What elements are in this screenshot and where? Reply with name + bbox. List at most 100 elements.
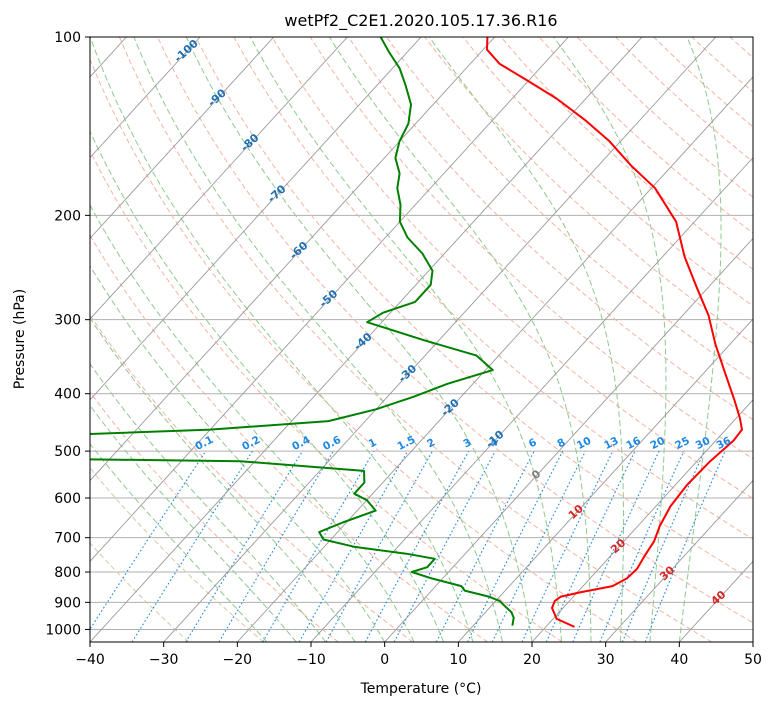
mixing-ratio-line xyxy=(185,450,304,642)
mixing-ratio-line xyxy=(218,450,334,642)
y-tick-label: 1000 xyxy=(45,622,81,638)
isotherm-line xyxy=(310,156,753,642)
mixing-ratio-label: 10 xyxy=(575,435,593,452)
x-tick-label: −20 xyxy=(223,652,253,668)
isotherm-label: 0 xyxy=(529,467,544,482)
y-tick-label: 800 xyxy=(54,565,81,581)
dry-adiabat-line xyxy=(576,37,753,198)
mixing-ratio-line xyxy=(621,450,705,642)
isotherms xyxy=(90,37,753,642)
mixing-ratio-label: 0.4 xyxy=(290,434,312,453)
x-tick-label: 50 xyxy=(744,652,762,668)
dry-adiabat-line xyxy=(90,313,414,642)
moist-adiabat-line xyxy=(90,204,415,642)
dry-adiabat-line xyxy=(90,391,339,642)
isotherm-line xyxy=(90,37,275,240)
mixing-ratio-label: 6 xyxy=(527,436,539,450)
dewpoint-profile-line xyxy=(90,37,515,626)
chart-title: wetPf2_C2E1.2020.105.17.36.R16 xyxy=(284,11,557,31)
dry-adiabat-line xyxy=(90,58,638,642)
mixing-ratio-label: 0.6 xyxy=(321,434,343,453)
mixing-ratio-label: 36 xyxy=(715,435,733,452)
isotherm-line xyxy=(384,237,753,642)
mixing-ratio-label: 2 xyxy=(425,436,437,450)
moist-adiabat-line xyxy=(249,37,562,642)
mixing-ratio-line xyxy=(644,450,726,642)
mixing-ratio-label: 25 xyxy=(673,435,691,452)
mixing-ratio-line xyxy=(325,450,433,642)
isotherm-line xyxy=(90,37,569,562)
y-tick-label: 200 xyxy=(54,208,81,224)
isotherm-line xyxy=(90,37,422,401)
mixing-ratio-label: 1 xyxy=(367,436,379,450)
dry-adiabat-line xyxy=(118,37,712,642)
plot-area: 0.1 0.2 0.4 0.6 1 1.5 2 3 4 6 8 10 13 16 20 25 30 36-100-… xyxy=(90,37,753,642)
isotherm-line xyxy=(752,641,753,642)
x-tick-label: 30 xyxy=(597,652,615,668)
moist-adiabat-line xyxy=(553,37,667,642)
moist-adiabat-line xyxy=(328,37,592,642)
moist-adiabat-line xyxy=(90,404,297,642)
mixing-ratio-line xyxy=(435,450,535,642)
moist-adiabat-line xyxy=(90,264,386,642)
y-tick-label: 300 xyxy=(54,313,81,329)
x-tick-label: −10 xyxy=(296,652,326,668)
dry-adiabat-line xyxy=(90,542,190,642)
x-axis-ticks: −40 −30 −20 −10 0 10 20 30 40 50 xyxy=(75,642,762,668)
mixing-ratio-label: 13 xyxy=(602,435,620,452)
dry-adiabat-line xyxy=(157,37,753,624)
dry-adiabat-line xyxy=(195,37,753,582)
x-tick-label: 0 xyxy=(380,652,389,668)
mixing-ratio-label: 0.1 xyxy=(193,434,215,453)
mixing-ratio-label: 8 xyxy=(555,436,567,450)
x-tick-label: −30 xyxy=(149,652,179,668)
dry-adiabat-line xyxy=(386,37,753,382)
dry-adiabat-line xyxy=(615,37,753,163)
moist-adiabat-line xyxy=(678,37,722,642)
dry-adiabat-line xyxy=(90,467,264,642)
y-tick-label: 900 xyxy=(54,595,81,611)
mixing-ratio-line xyxy=(131,450,254,642)
mixing-ratio-line xyxy=(364,450,470,642)
x-tick-label: 20 xyxy=(523,652,541,668)
plot-frame xyxy=(89,36,754,643)
y-tick-label: 400 xyxy=(54,387,81,403)
mixing-ratio-line xyxy=(599,450,685,642)
isotherm-line xyxy=(90,37,348,320)
moist-adiabat-line xyxy=(133,37,503,642)
moist-adiabat-line xyxy=(90,363,327,642)
isotherm-line xyxy=(163,37,717,642)
isotherm-line xyxy=(90,37,201,159)
moist-adiabat-line xyxy=(90,443,268,642)
line-labels: 0.1 0.2 0.4 0.6 1 1.5 2 3 4 6 8 10 13 16 20 25 30 36-100-… xyxy=(172,37,733,608)
sounding-series xyxy=(90,37,743,628)
dry-adiabat-line xyxy=(424,37,753,344)
mixing-ratio-label: 4 xyxy=(488,436,500,450)
y-tick-label: 500 xyxy=(54,444,81,460)
mixing-ratio-line xyxy=(572,450,660,642)
mixing-ratio-line xyxy=(393,450,496,642)
dry-adiabat-line xyxy=(729,37,753,59)
y-axis-ticks: 100 200 300 400 500 600 700 800 900 1000 xyxy=(45,30,90,638)
y-tick-label: 700 xyxy=(54,531,81,547)
isotherm-line xyxy=(90,37,643,642)
moist-adiabat-line xyxy=(90,317,356,642)
dry-adiabat-line xyxy=(309,37,753,460)
x-axis-label: Temperature (°C) xyxy=(360,681,482,697)
mixing-ratio-label: 3 xyxy=(461,436,473,450)
x-tick-label: 10 xyxy=(449,652,467,668)
mixing-ratio-line xyxy=(467,450,564,642)
mixing-ratio-label: 16 xyxy=(624,435,642,452)
dry-adiabat-line xyxy=(90,149,563,642)
mixing-ratio-label: 0.2 xyxy=(240,434,262,453)
mixing-ratio-label: 20 xyxy=(649,435,667,452)
moist-adiabats xyxy=(90,37,722,642)
isotherm-line xyxy=(605,479,753,642)
moist-adiabat-line xyxy=(428,37,624,642)
mixing-ratio-line xyxy=(298,450,409,642)
pressure-gridlines xyxy=(90,37,753,630)
isotherm-line xyxy=(458,318,753,642)
x-tick-label: 40 xyxy=(670,652,688,668)
mixing-ratio-line xyxy=(90,450,207,631)
